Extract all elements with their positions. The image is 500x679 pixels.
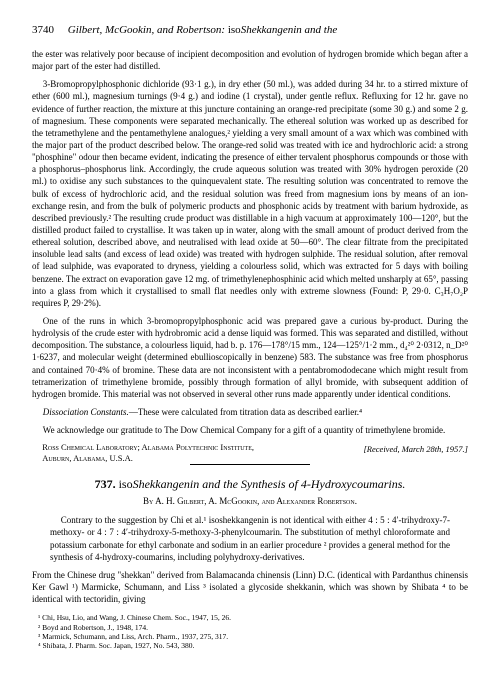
article-title: 737. isoShekkangenin and the Synthesis o… [32, 477, 468, 492]
article-intro: From the Chinese drug "shekkan" derived … [32, 569, 468, 605]
header-authors: Gilbert, McGookin, and Robertson: [68, 24, 225, 36]
header-title-fragment: Shekkangenin and the [241, 24, 338, 36]
article-title-prefix: iso [119, 477, 133, 491]
article-abstract: Contrary to the suggestion by Chi et al.… [50, 514, 450, 563]
page-number: 3740 [32, 24, 54, 36]
running-header: 3740 Gilbert, McGookin, and Robertson: i… [32, 24, 468, 36]
affiliation-line-2: Auburn, Alabama, U.S.A. [42, 453, 468, 464]
paragraph-experimental-2: One of the runs in which 3-bromopropylph… [32, 315, 468, 400]
paragraph-acknowledgement: We acknowledge our gratitude to The Dow … [32, 424, 468, 436]
footnote-2: ² Boyd and Robertson, J., 1948, 174. [32, 623, 468, 632]
header-title-prefix: iso [228, 24, 241, 36]
footnotes-block: ¹ Chi, Hsu, Lio, and Wang, J. Chinese Ch… [32, 613, 468, 651]
dissociation-label: Dissociation Constants. [43, 407, 129, 417]
paragraph-experimental-1: 3-Bromopropylphosphonic dichloride (93·1… [32, 78, 468, 309]
article-byline: By A. H. Gilbert, A. McGookin, and Alexa… [32, 496, 468, 506]
section-rule [190, 464, 310, 465]
footnote-4: ⁴ Shibata, J. Pharm. Soc. Japan, 1927, N… [32, 641, 468, 650]
dissociation-text: —These were calculated from titration da… [129, 407, 362, 417]
paragraph-continuation: the ester was relatively poor because of… [32, 48, 468, 72]
footnote-3: ³ Marmick, Schumann, and Liss, Arch. Pha… [32, 632, 468, 641]
article-title-text: Shekkangenin and the Synthesis of 4-Hydr… [133, 477, 406, 491]
paragraph-dissociation: Dissociation Constants.—These were calcu… [32, 406, 468, 418]
footnote-1: ¹ Chi, Hsu, Lio, and Wang, J. Chinese Ch… [32, 613, 468, 622]
article-number: 737. [95, 477, 116, 491]
